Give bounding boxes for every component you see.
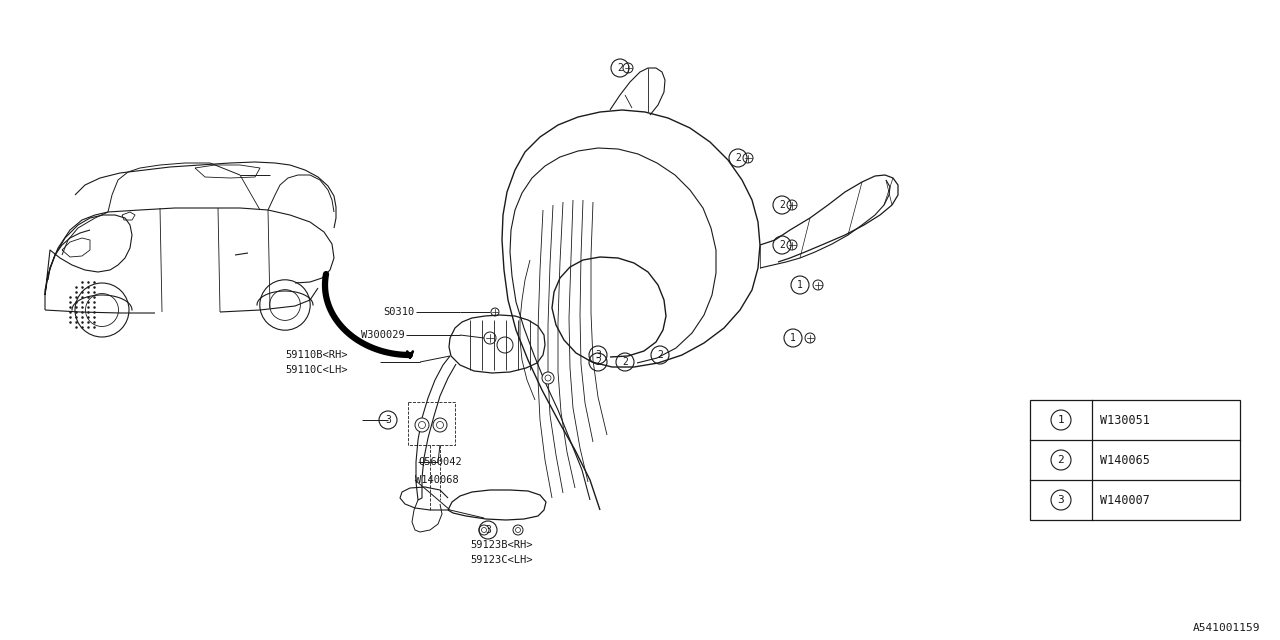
- Text: 3: 3: [385, 415, 390, 425]
- Text: Q560042: Q560042: [419, 457, 462, 467]
- Text: 59123B<RH>: 59123B<RH>: [470, 540, 532, 550]
- Text: 2: 2: [622, 357, 628, 367]
- Text: 2: 2: [1057, 455, 1065, 465]
- Text: 2: 2: [595, 357, 600, 367]
- Text: 1: 1: [1057, 415, 1065, 425]
- Circle shape: [513, 525, 524, 535]
- Text: 59110B<RH>: 59110B<RH>: [285, 350, 347, 360]
- Text: 2: 2: [780, 240, 785, 250]
- Text: W140068: W140068: [415, 475, 458, 485]
- Text: W130051: W130051: [1100, 413, 1149, 426]
- Text: W300029: W300029: [361, 330, 404, 340]
- Bar: [1030, 400, 1240, 520]
- Text: W140007: W140007: [1100, 493, 1149, 506]
- Circle shape: [541, 372, 554, 384]
- Text: 3: 3: [1057, 495, 1065, 505]
- Text: 59110C<LH>: 59110C<LH>: [285, 365, 347, 375]
- Text: 1: 1: [790, 333, 796, 343]
- Text: W140065: W140065: [1100, 454, 1149, 467]
- Circle shape: [433, 418, 447, 432]
- Text: 2: 2: [735, 153, 741, 163]
- Text: 59123C<LH>: 59123C<LH>: [470, 555, 532, 565]
- Text: A541001159: A541001159: [1193, 623, 1260, 633]
- Text: 3: 3: [485, 525, 492, 535]
- Text: 1: 1: [797, 280, 803, 290]
- Text: 2: 2: [780, 200, 785, 210]
- Text: 3: 3: [595, 350, 600, 360]
- Circle shape: [415, 418, 429, 432]
- Circle shape: [479, 525, 489, 535]
- Text: 2: 2: [657, 350, 663, 360]
- Text: S0310: S0310: [384, 307, 415, 317]
- Text: 2: 2: [617, 63, 623, 73]
